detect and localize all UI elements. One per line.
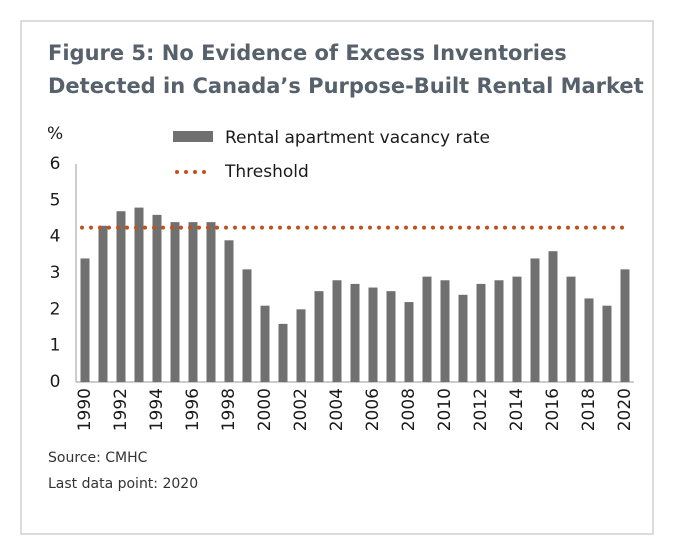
bar: [188, 222, 198, 382]
x-tick-label: 2018: [579, 388, 599, 431]
bar: [224, 240, 234, 382]
x-tick-label: 1994: [147, 388, 167, 431]
x-tick-label: 1998: [219, 388, 239, 431]
y-tick-label: 4: [50, 227, 61, 247]
bar: [98, 225, 108, 382]
bar: [368, 287, 378, 382]
chart-title: Detected in Canada’s Purpose-Built Renta…: [48, 74, 644, 98]
bar: [296, 309, 306, 382]
bar: [350, 283, 360, 382]
bar: [314, 291, 324, 382]
x-tick-label: 2008: [399, 388, 419, 431]
bar: [494, 280, 504, 382]
bar: [152, 214, 162, 382]
y-tick-label: 0: [50, 372, 61, 392]
x-tick-label: 2006: [363, 388, 383, 431]
x-tick-label: 2012: [471, 388, 491, 431]
bar: [584, 298, 594, 382]
bar: [404, 302, 414, 382]
bar: [440, 280, 450, 382]
legend-label: Rental apartment vacancy rate: [225, 128, 490, 148]
bar: [386, 291, 396, 382]
legend-swatch: [173, 131, 213, 142]
y-tick-label: 2: [50, 299, 61, 319]
y-axis-label: %: [47, 124, 63, 144]
x-tick-label: 1992: [111, 388, 131, 431]
bar: [548, 251, 558, 382]
x-tick-label: 2016: [543, 388, 563, 431]
bar: [422, 276, 432, 382]
bar: [260, 305, 270, 382]
chart-title: Figure 5: No Evidence of Excess Inventor…: [48, 41, 567, 65]
bar: [530, 258, 540, 382]
x-tick-label: 2014: [507, 388, 527, 431]
bar: [134, 207, 144, 382]
legend-label: Threshold: [224, 162, 309, 182]
x-tick-label: 2020: [615, 388, 635, 431]
bar: [80, 258, 90, 382]
bar: [206, 222, 216, 382]
bar: [278, 323, 288, 382]
bar: [458, 294, 468, 382]
source-note: Source: CMHC: [48, 450, 148, 466]
bar: [602, 305, 612, 382]
bar: [242, 269, 252, 382]
x-tick-label: 1996: [183, 388, 203, 431]
y-tick-label: 3: [50, 263, 61, 283]
bar: [512, 276, 522, 382]
x-tick-label: 2004: [327, 388, 347, 431]
y-tick-label: 6: [50, 154, 61, 174]
frame: [20, 20, 654, 535]
bar: [332, 280, 342, 382]
bar: [476, 283, 486, 382]
x-tick-label: 2010: [435, 388, 455, 431]
bar: [620, 269, 630, 382]
bar: [566, 276, 576, 382]
y-tick-label: 1: [50, 336, 61, 356]
source-note: Last data point: 2020: [48, 476, 198, 492]
x-tick-label: 2002: [291, 388, 311, 431]
x-tick-label: 2000: [255, 388, 275, 431]
y-tick-label: 5: [50, 190, 61, 210]
x-tick-label: 1990: [75, 388, 95, 431]
bar: [116, 211, 126, 382]
bar: [170, 222, 180, 382]
